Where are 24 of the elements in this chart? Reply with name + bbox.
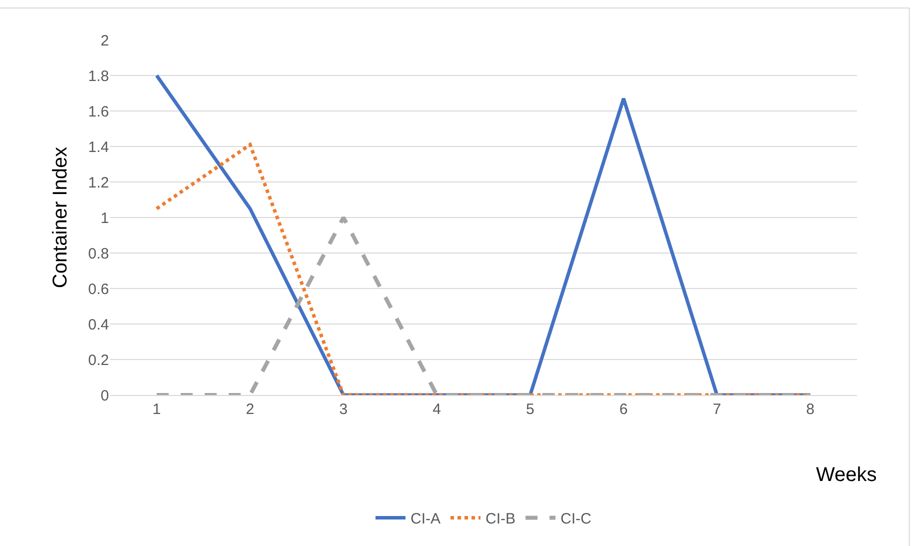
x-tick-label: 1 <box>152 401 161 418</box>
y-tick-label: 1.8 <box>88 68 109 85</box>
x-tick-label: 3 <box>339 401 348 418</box>
y-tick-label: 2 <box>100 32 109 50</box>
x-tick-label: 8 <box>806 401 814 418</box>
x-tick-label: 6 <box>619 401 628 418</box>
x-axis-title: Weeks <box>816 464 877 486</box>
x-tick-label: 5 <box>526 401 534 418</box>
x-tick-label: 7 <box>712 401 722 418</box>
legend-label: CI-C <box>560 510 592 528</box>
y-tick-label: 0 <box>100 387 109 404</box>
x-tick-label: 2 <box>246 401 254 418</box>
y-tick-label: 0.2 <box>88 352 109 369</box>
legend-label: CI-A <box>410 510 440 528</box>
y-axis-title: Container Index <box>50 146 72 288</box>
legend-label: CI-B <box>486 510 516 528</box>
y-tick-label: 0.6 <box>88 280 109 298</box>
y-tick-label: 1 <box>100 210 109 227</box>
y-tick-label: 1.6 <box>88 103 109 120</box>
y-tick-label: 1.4 <box>88 138 109 156</box>
x-tick-label: 4 <box>432 401 441 418</box>
y-tick-label: 0.8 <box>88 245 109 262</box>
y-tick-label: 1.2 <box>88 174 109 192</box>
y-tick-label: 0.4 <box>88 316 109 334</box>
